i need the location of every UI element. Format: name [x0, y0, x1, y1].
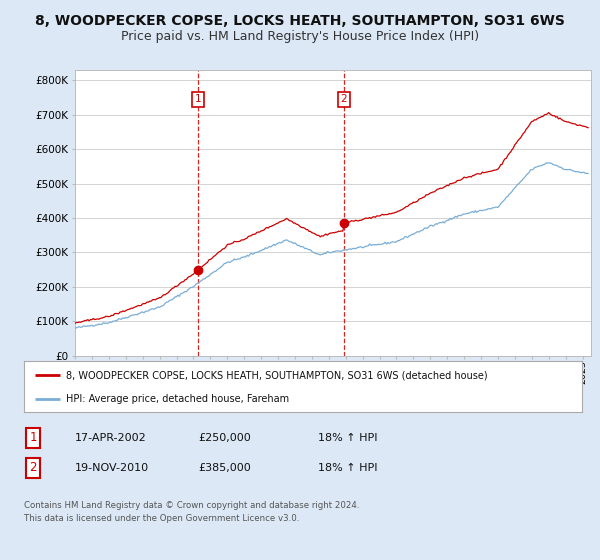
Text: 18% ↑ HPI: 18% ↑ HPI	[318, 433, 377, 443]
Text: 17-APR-2002: 17-APR-2002	[75, 433, 147, 443]
Text: 1: 1	[29, 431, 37, 445]
Text: Price paid vs. HM Land Registry's House Price Index (HPI): Price paid vs. HM Land Registry's House …	[121, 30, 479, 44]
Text: 19-NOV-2010: 19-NOV-2010	[75, 463, 149, 473]
Text: 2: 2	[341, 94, 347, 104]
Text: 1: 1	[195, 94, 202, 104]
Text: 8, WOODPECKER COPSE, LOCKS HEATH, SOUTHAMPTON, SO31 6WS (detached house): 8, WOODPECKER COPSE, LOCKS HEATH, SOUTHA…	[66, 370, 487, 380]
Text: HPI: Average price, detached house, Fareham: HPI: Average price, detached house, Fare…	[66, 394, 289, 404]
Text: £250,000: £250,000	[198, 433, 251, 443]
Text: 18% ↑ HPI: 18% ↑ HPI	[318, 463, 377, 473]
Text: 2: 2	[29, 461, 37, 474]
Text: 8, WOODPECKER COPSE, LOCKS HEATH, SOUTHAMPTON, SO31 6WS: 8, WOODPECKER COPSE, LOCKS HEATH, SOUTHA…	[35, 14, 565, 28]
Text: £385,000: £385,000	[198, 463, 251, 473]
Text: Contains HM Land Registry data © Crown copyright and database right 2024.
This d: Contains HM Land Registry data © Crown c…	[24, 501, 359, 524]
